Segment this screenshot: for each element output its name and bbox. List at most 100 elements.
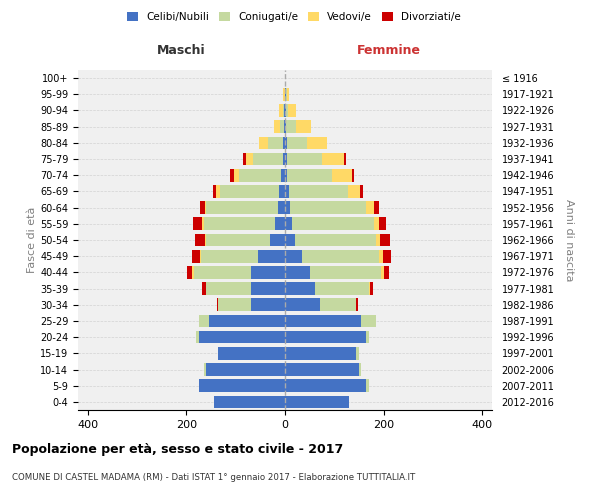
Bar	[259, 136, 268, 149]
Bar	[234, 169, 239, 181]
Bar	[290, 202, 367, 214]
Bar	[278, 202, 285, 214]
Bar	[285, 250, 302, 262]
Bar	[285, 282, 314, 295]
Bar	[379, 250, 383, 262]
Bar	[193, 250, 200, 262]
Bar	[206, 202, 278, 214]
Bar	[205, 202, 206, 214]
Bar	[285, 185, 289, 198]
Bar	[270, 234, 285, 246]
Text: Maschi: Maschi	[157, 44, 206, 57]
Bar	[275, 218, 285, 230]
Bar	[307, 136, 327, 149]
Bar	[214, 396, 285, 408]
Bar	[285, 88, 286, 101]
Bar	[285, 234, 295, 246]
Bar	[278, 104, 283, 117]
Bar	[199, 314, 209, 328]
Bar	[205, 234, 206, 246]
Bar	[295, 234, 376, 246]
Bar	[243, 152, 245, 166]
Bar	[383, 250, 391, 262]
Bar	[285, 314, 361, 328]
Bar	[230, 169, 234, 181]
Bar	[287, 169, 332, 181]
Bar	[361, 314, 376, 328]
Text: Popolazione per età, sesso e stato civile - 2017: Popolazione per età, sesso e stato civil…	[12, 442, 343, 456]
Bar	[286, 88, 287, 101]
Bar	[379, 218, 386, 230]
Bar	[283, 104, 284, 117]
Bar	[383, 266, 389, 278]
Bar	[287, 88, 289, 101]
Bar	[218, 298, 251, 311]
Bar	[209, 314, 285, 328]
Bar	[187, 266, 193, 278]
Bar	[285, 331, 367, 344]
Bar	[367, 331, 369, 344]
Bar	[314, 282, 369, 295]
Bar	[200, 202, 205, 214]
Bar	[203, 218, 275, 230]
Bar	[374, 202, 379, 214]
Text: COMUNE DI CASTEL MADAMA (RM) - Dati ISTAT 1° gennaio 2017 - Elaborazione TUTTITA: COMUNE DI CASTEL MADAMA (RM) - Dati ISTA…	[12, 472, 415, 482]
Bar	[320, 298, 356, 311]
Bar	[212, 185, 217, 198]
Bar	[193, 218, 202, 230]
Bar	[285, 120, 286, 133]
Bar	[359, 363, 361, 376]
Bar	[285, 363, 359, 376]
Bar	[285, 266, 310, 278]
Bar	[253, 152, 283, 166]
Bar	[285, 169, 287, 181]
Bar	[292, 218, 374, 230]
Bar	[206, 282, 251, 295]
Bar	[283, 136, 285, 149]
Text: Femmine: Femmine	[356, 44, 421, 57]
Bar	[286, 120, 296, 133]
Bar	[258, 250, 285, 262]
Y-axis label: Fasce di età: Fasce di età	[27, 207, 37, 273]
Bar	[202, 218, 203, 230]
Bar	[322, 152, 344, 166]
Bar	[381, 266, 383, 278]
Bar	[302, 250, 379, 262]
Bar	[356, 298, 358, 311]
Legend: Celibi/Nubili, Coniugati/e, Vedovi/e, Divorziati/e: Celibi/Nubili, Coniugati/e, Vedovi/e, Di…	[123, 8, 465, 26]
Bar	[280, 120, 284, 133]
Bar	[251, 298, 285, 311]
Bar	[284, 120, 285, 133]
Bar	[374, 218, 379, 230]
Bar	[203, 363, 206, 376]
Bar	[206, 234, 270, 246]
Bar	[356, 347, 359, 360]
Bar	[199, 380, 285, 392]
Bar	[217, 185, 220, 198]
Bar	[352, 169, 354, 181]
Bar	[283, 88, 284, 101]
Bar	[195, 234, 205, 246]
Bar	[287, 152, 322, 166]
Bar	[370, 282, 373, 295]
Bar	[245, 152, 253, 166]
Bar	[332, 169, 352, 181]
Bar	[193, 266, 194, 278]
Bar	[201, 250, 258, 262]
Bar	[380, 234, 390, 246]
Bar	[281, 169, 285, 181]
Bar	[251, 266, 285, 278]
Bar	[194, 266, 251, 278]
Bar	[285, 380, 367, 392]
Bar	[285, 396, 349, 408]
Bar	[251, 282, 285, 295]
Bar	[289, 104, 296, 117]
Bar	[202, 282, 206, 295]
Bar	[287, 136, 307, 149]
Bar	[310, 266, 381, 278]
Bar	[286, 104, 289, 117]
Bar	[344, 152, 346, 166]
Bar	[289, 185, 348, 198]
Bar	[285, 298, 320, 311]
Bar	[279, 185, 285, 198]
